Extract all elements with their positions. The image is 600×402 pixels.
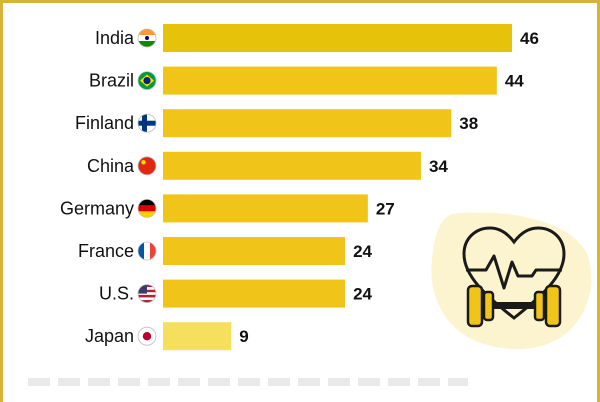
value-label: 24 (353, 285, 372, 304)
flag-icon (137, 326, 157, 346)
dumbbell-plate (482, 290, 495, 322)
dumbbell-plate (466, 284, 484, 328)
value-label: 38 (459, 114, 478, 133)
category-label: France (78, 241, 134, 261)
heart-outline (462, 226, 566, 320)
value-label: 44 (505, 72, 524, 91)
category-label: U.S. (99, 284, 134, 304)
bar-france (163, 237, 346, 265)
bars-layer: India 46 Brazil 44 Finland 38 China 34 Germany 27… (60, 24, 539, 351)
heart-dumbbell-icon (431, 212, 592, 350)
value-label: 27 (376, 199, 395, 218)
bar-us (163, 279, 346, 308)
category-label: China (87, 156, 135, 176)
category-label: Brazil (89, 71, 134, 91)
dumbbell-plate (544, 284, 562, 328)
source-note-strip (28, 378, 468, 386)
flag-icon (137, 113, 157, 133)
flag-icon (137, 284, 157, 304)
category-label: Germany (60, 198, 134, 218)
value-label: 24 (353, 242, 372, 261)
flag-icon (137, 71, 157, 90)
bar-china (163, 151, 421, 180)
category-label: India (95, 28, 135, 48)
value-label: 34 (429, 157, 448, 176)
bar-india (163, 24, 512, 52)
flag-icon (137, 28, 157, 48)
dumbbell-plate (533, 290, 546, 322)
bar-germany (163, 194, 368, 223)
category-label: Finland (75, 113, 134, 133)
value-label: 46 (520, 29, 539, 48)
bar-finland (163, 109, 452, 138)
value-label: 9 (239, 327, 248, 346)
category-label: Japan (85, 326, 134, 346)
pulse-line (466, 254, 562, 290)
background-blob (431, 212, 592, 350)
bar-japan (163, 322, 232, 351)
flag-icon (137, 241, 157, 261)
flag-icon (137, 156, 157, 176)
flag-icon (137, 198, 157, 218)
bar-brazil (163, 66, 497, 95)
